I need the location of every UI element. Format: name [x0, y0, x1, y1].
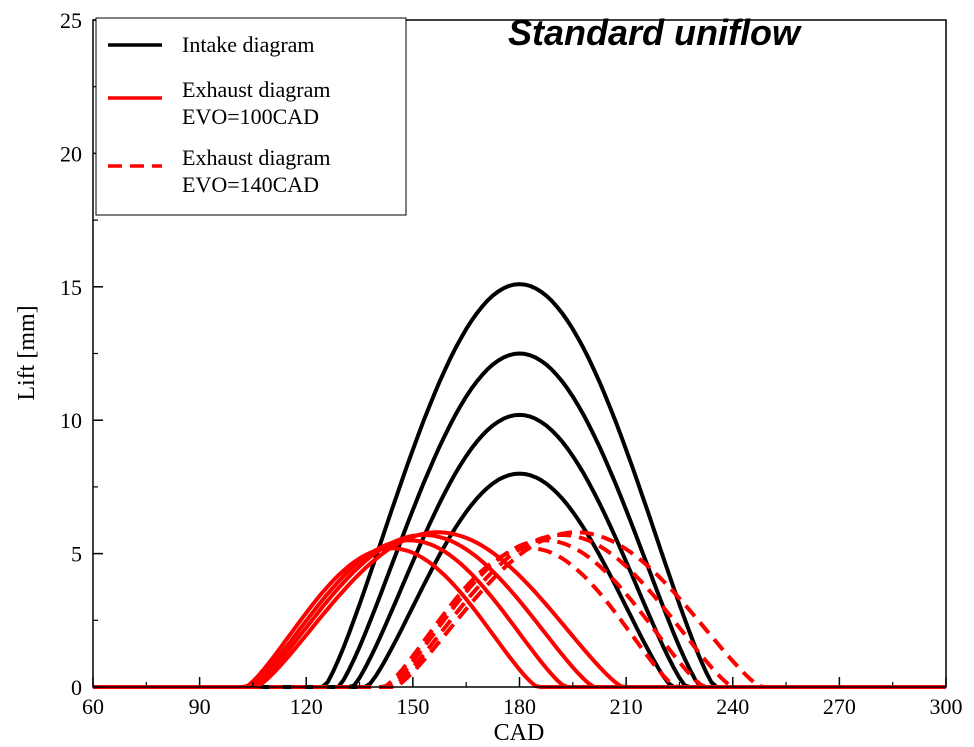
x-tick-label: 90: [189, 694, 211, 719]
y-tick-label: 5: [71, 542, 82, 567]
x-tick-label: 60: [82, 694, 104, 719]
legend-label-1: Intake diagram: [182, 32, 315, 57]
x-tick-label: 210: [610, 694, 643, 719]
legend-label-3: EVO=140CAD: [182, 172, 319, 197]
legend-label-2: Exhaust diagram: [182, 77, 330, 102]
x-tick-label: 300: [930, 694, 963, 719]
x-tick-label: 270: [823, 694, 856, 719]
ticks-layer: 60 90 120 150 180 210 240 270 300 0 5 10 15 20 25: [60, 8, 963, 719]
y-tick-label: 20: [60, 141, 82, 166]
legend-label-3: Exhaust diagram: [182, 145, 330, 170]
chart-title: Standard uniflow: [508, 12, 802, 53]
y-tick-label: 15: [60, 275, 82, 300]
y-tick-label: 25: [60, 8, 82, 33]
legend-label-2: EVO=100CAD: [182, 104, 319, 129]
legend-box: [95, 17, 407, 216]
x-tick-label: 120: [290, 694, 323, 719]
x-tick-label: 180: [503, 694, 536, 719]
x-tick-label: 240: [716, 694, 749, 719]
x-tick-label: 150: [396, 694, 429, 719]
y-tick-label: 10: [60, 408, 82, 433]
y-axis-label: Lift [mm]: [14, 305, 40, 400]
y-tick-label: 0: [71, 675, 82, 700]
x-axis-label: CAD: [494, 720, 545, 746]
